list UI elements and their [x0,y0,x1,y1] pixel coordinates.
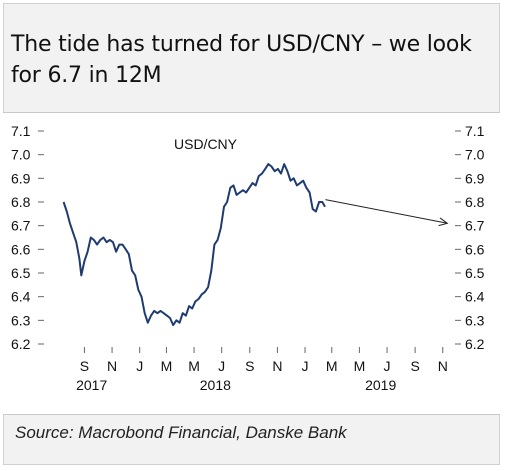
x-tick-label: M [161,358,173,374]
y-tick-label-right: 6.6 [465,241,485,257]
series-label: USD/CNY [174,136,238,152]
x-tick-label: N [107,358,117,374]
y-tick-label-left: 7.1 [11,123,31,139]
x-tick-label: S [245,358,254,374]
y-tick-label-left: 6.2 [11,336,31,352]
forecast-arrow-head [438,217,449,227]
y-tick-label-right: 7.0 [465,147,485,163]
chart-title: The tide has turned for USD/CNY – we loo… [11,32,472,88]
plot-area: 6.2 6.2 6.3 6.3 6.4 6.4 6.5 6.5 6.6 6.6 6.7 6.7 6.8 6… [3,113,500,414]
usd-cny-series-line [62,163,326,327]
usd-cny-line-chart: 6.2 6.2 6.3 6.3 6.4 6.4 6.5 6.5 6.6 6.6 6.7 6.7 6.8 6… [11,123,485,393]
y-tick-label-left: 6.3 [11,312,31,328]
x-tick-label: N [438,358,448,374]
x-year-label: 2017 [76,377,107,393]
x-year-label: 2018 [200,377,231,393]
y-tick-label-right: 6.4 [465,289,485,305]
y-tick-label-right: 6.8 [465,194,485,210]
y-tick-label-left: 6.7 [11,218,31,234]
y-tick-label-right: 6.3 [465,312,485,328]
x-tick-label: S [410,358,419,374]
x-tick-label: J [384,358,391,374]
y-tick-label-right: 6.2 [465,336,485,352]
y-tick-label-right: 6.7 [465,218,485,234]
x-tick-label: J [136,358,143,374]
y-tick-label-right: 7.1 [465,123,485,139]
x-year-label: 2019 [365,377,396,393]
x-tick-label: M [326,358,338,374]
title-divider [3,112,500,113]
y-tick-label-right: 6.9 [465,170,485,186]
x-tick-label: N [272,358,282,374]
x-tick-label: J [302,358,309,374]
y-tick-label-left: 6.6 [11,241,31,257]
y-tick-label-left: 6.9 [11,170,31,186]
forecast-arrow-shaft [325,199,448,224]
source-note: Source: Macrobond Financial, Danske Bank [15,423,347,442]
y-tick-label-left: 6.4 [11,289,31,305]
x-tick-label: M [354,358,366,374]
y-tick-label-left: 6.8 [11,194,31,210]
x-tick-label: M [188,358,200,374]
x-tick-label: J [218,358,225,374]
y-tick-label-right: 6.5 [465,265,485,281]
y-tick-label-left: 6.5 [11,265,31,281]
x-tick-label: S [80,358,89,374]
source-divider [3,414,500,415]
y-tick-label-left: 7.0 [11,147,31,163]
